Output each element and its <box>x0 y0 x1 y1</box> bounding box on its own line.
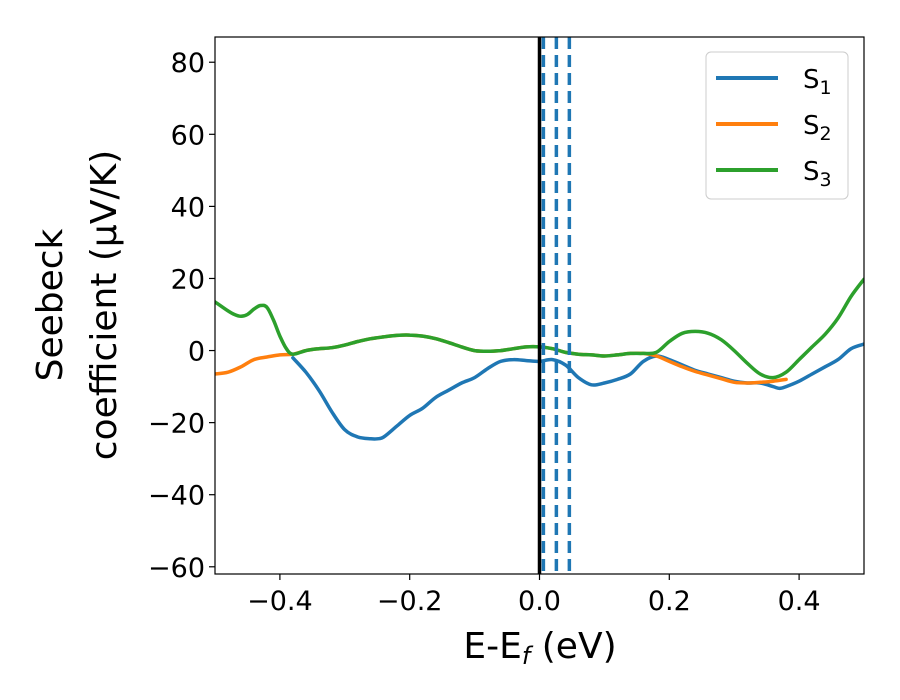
y-tick-label: 20 <box>171 264 205 295</box>
y-tick-label: −40 <box>148 481 205 512</box>
y-tick-label: −60 <box>148 553 205 584</box>
series-line-s1 <box>291 342 864 441</box>
reference-vlines <box>537 37 572 574</box>
x-tick-label: −0.2 <box>377 586 443 617</box>
x-tick-label: 0.2 <box>648 586 691 617</box>
x-tick-label: 0.0 <box>518 586 561 617</box>
x-axis-ticks: −0.4 −0.2 0.0 0.2 0.4 <box>247 574 821 617</box>
series-line-s3 <box>215 277 864 380</box>
legend: S1 S2 S3 <box>705 51 849 200</box>
legend-label-s3: S3 <box>803 157 832 191</box>
y-tick-label: 60 <box>171 120 205 151</box>
y-axis-ticks: −60 −40 −20 0 20 40 60 80 <box>148 48 215 584</box>
plot-lines <box>215 277 864 441</box>
y-tick-label: 0 <box>188 337 205 368</box>
y-axis-label: Seebeck coefficient (μV/K) <box>30 150 125 460</box>
x-tick-label: 0.4 <box>778 586 821 617</box>
x-tick-label: −0.4 <box>247 586 313 617</box>
legend-label-s1: S1 <box>803 65 832 99</box>
y-tick-label: 40 <box>171 192 205 223</box>
y-axis-label-line1: Seebeck <box>30 228 71 381</box>
y-tick-label: 80 <box>171 48 205 79</box>
y-axis-label-line2: coefficient (μV/K) <box>84 150 125 460</box>
legend-label-s2: S2 <box>803 111 832 145</box>
y-tick-label: −20 <box>148 409 205 440</box>
x-axis-label: E-Ef (eV) <box>463 626 616 670</box>
